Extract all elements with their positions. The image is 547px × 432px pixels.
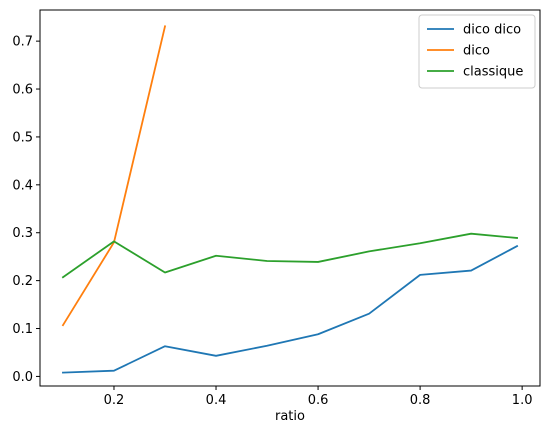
x-axis-title: ratio: [275, 409, 305, 424]
y-tick-label: 0.6: [12, 83, 33, 98]
x-tick-label: 1.0: [512, 393, 533, 408]
x-tick-label: 0.6: [308, 393, 329, 408]
y-tick-label: 0.2: [12, 274, 33, 289]
legend-box: [418, 14, 536, 89]
series-layer: [61, 25, 519, 374]
x-tick-label: 0.8: [410, 393, 431, 408]
series-line-classique: [61, 232, 519, 279]
legend-label: dico dico: [463, 23, 521, 38]
y-tick-label: 0.3: [12, 226, 33, 241]
legend-label: classique: [463, 65, 523, 80]
y-tick-label: 0.1: [12, 322, 33, 337]
x-tick-label: 0.4: [206, 393, 227, 408]
x-axis: 0.2 0.4 0.6 0.8 1.0: [104, 386, 533, 408]
y-tick-label: 0.5: [12, 130, 33, 145]
series-line-dico-dico: [62, 244, 519, 374]
y-tick-label: 0.0: [12, 370, 33, 385]
y-tick-label: 0.4: [12, 178, 33, 193]
y-tick-label: 0.7: [12, 35, 33, 50]
x-tick-label: 0.2: [104, 393, 125, 408]
legend-label: dico: [463, 44, 490, 59]
legend: dico dico dico classique: [418, 14, 536, 89]
y-axis: 0.0 0.1 0.2 0.3 0.4 0.5 0.6 0.7: [12, 35, 40, 385]
